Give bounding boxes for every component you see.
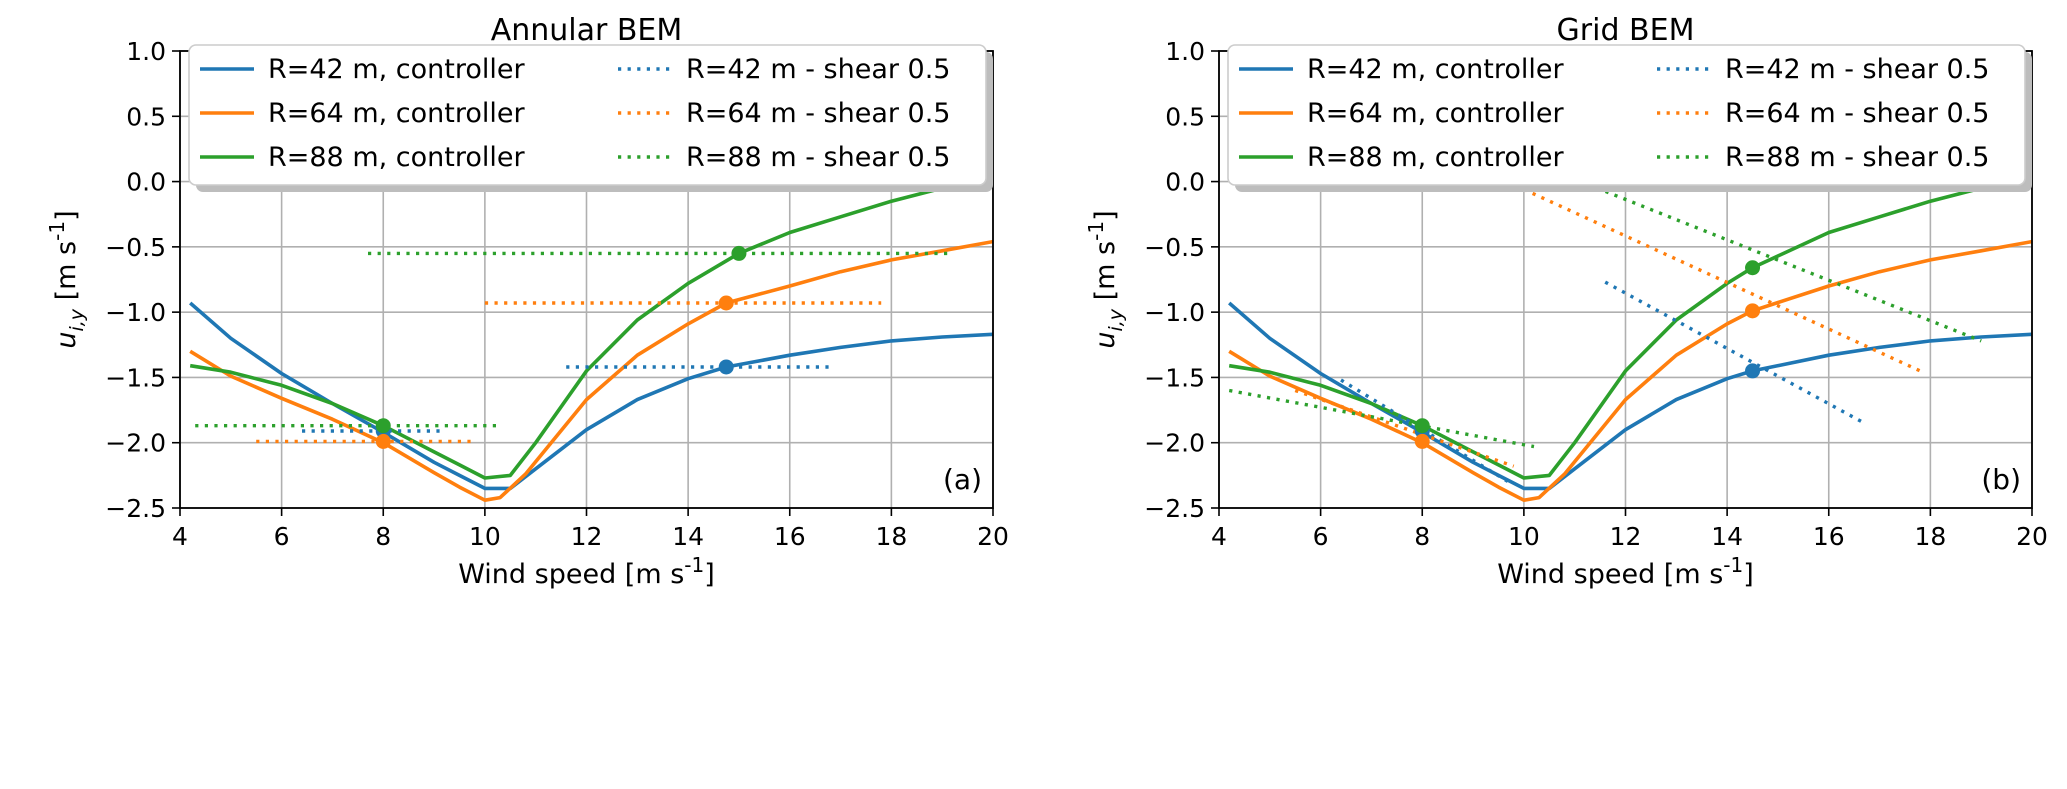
x-tick-label: 18 xyxy=(875,522,907,551)
y-tick-label: −2.0 xyxy=(1144,429,1205,458)
x-axis-label-main: Wind speed [m s xyxy=(458,559,684,590)
y-axis-label-symbol: u xyxy=(51,332,82,349)
legend-box xyxy=(1227,44,2026,186)
data-marker-2 xyxy=(375,418,391,434)
legend-label: R=42 m, controller xyxy=(268,54,525,85)
legend-label: R=42 m - shear 0.5 xyxy=(686,54,951,85)
data-marker-3 xyxy=(718,359,734,375)
y-axis-label-exponent: -1 xyxy=(45,221,69,241)
y-tick-label: −1.5 xyxy=(1144,363,1205,392)
x-tick-label: 18 xyxy=(1914,522,1946,551)
x-tick-label: 10 xyxy=(469,522,501,551)
y-axis-label-subscript: i,y xyxy=(1105,308,1127,331)
y-axis-label-units: [m s xyxy=(1090,241,1121,309)
y-tick-label: −1.0 xyxy=(1144,298,1205,327)
data-marker-5 xyxy=(1745,260,1761,276)
legend-box xyxy=(188,44,987,186)
data-marker-1 xyxy=(375,433,391,449)
y-axis-label-close: ] xyxy=(51,210,82,221)
series-line-shear-5 xyxy=(1228,388,1535,449)
y-axis-label-symbol: u xyxy=(1090,332,1121,349)
series-line-shear-4 xyxy=(1294,388,1515,468)
chart-title: Annular BEM xyxy=(491,13,683,48)
data-marker-1 xyxy=(1414,433,1430,449)
y-axis-label: ui,y [m s-1] xyxy=(1084,210,1127,348)
x-tick-label: 20 xyxy=(2016,522,2048,551)
y-tick-label: 0.5 xyxy=(1165,102,1205,131)
y-axis-label: ui,y [m s-1] xyxy=(45,210,88,348)
y-tick-label: −2.5 xyxy=(1144,494,1205,523)
legend-label: R=42 m, controller xyxy=(1307,54,1564,85)
data-marker-2 xyxy=(1414,418,1430,434)
x-tick-label: 16 xyxy=(1813,522,1845,551)
x-axis-label: Wind speed [m s-1] xyxy=(458,553,715,590)
series-line-controller-2 xyxy=(189,177,993,480)
x-axis-label-exponent: -1 xyxy=(1723,553,1743,577)
x-tick-label: 12 xyxy=(1610,522,1642,551)
legend-label: R=88 m - shear 0.5 xyxy=(1725,142,1990,173)
x-tick-label: 4 xyxy=(172,522,188,551)
x-axis-label-close: ] xyxy=(704,559,715,590)
x-axis-label-close: ] xyxy=(1743,559,1754,590)
chart-title: Grid BEM xyxy=(1557,13,1695,48)
series-line-controller-1 xyxy=(189,239,993,503)
legend-label: R=42 m - shear 0.5 xyxy=(1725,54,1990,85)
y-tick-label: −0.5 xyxy=(1144,233,1205,262)
x-tick-label: 14 xyxy=(1711,522,1743,551)
y-axis-label-units: [m s xyxy=(51,241,82,309)
y-tick-label: −1.0 xyxy=(105,298,166,327)
x-tick-label: 10 xyxy=(1508,522,1540,551)
x-tick-label: 6 xyxy=(274,522,290,551)
x-axis-label-exponent: -1 xyxy=(684,553,704,577)
x-tick-label: 20 xyxy=(977,522,1009,551)
x-tick-label: 4 xyxy=(1211,522,1227,551)
legend-label: R=88 m, controller xyxy=(1307,142,1564,173)
legend: R=42 m, controller R=64 m, controller R=88… xyxy=(188,44,993,192)
y-tick-label: 0.0 xyxy=(126,168,166,197)
legend-label: R=64 m, controller xyxy=(1307,98,1564,129)
series-line-controller-2 xyxy=(1228,177,2032,480)
y-tick-label: −1.5 xyxy=(105,363,166,392)
y-axis-label-subscript: i,y xyxy=(66,308,88,331)
data-marker-3 xyxy=(1745,363,1761,379)
legend-label: R=64 m - shear 0.5 xyxy=(1725,98,1990,129)
y-tick-label: 0.5 xyxy=(126,102,166,131)
y-axis-label-exponent: -1 xyxy=(1084,221,1108,241)
y-tick-label: −0.5 xyxy=(105,233,166,262)
data-marker-5 xyxy=(731,245,747,261)
data-marker-4 xyxy=(718,295,734,311)
x-axis-label-main: Wind speed [m s xyxy=(1497,559,1723,590)
legend: R=42 m, controller R=64 m, controller R=88… xyxy=(1227,44,2032,192)
plot-area xyxy=(1228,147,2032,503)
legend-label: R=64 m - shear 0.5 xyxy=(686,98,951,129)
panel-label: (b) xyxy=(1981,463,2021,496)
panel-label: (a) xyxy=(943,463,982,496)
y-tick-label: −2.0 xyxy=(105,429,166,458)
series-line-shear-3 xyxy=(1604,280,1866,425)
legend-label: R=64 m, controller xyxy=(268,98,525,129)
series-line-controller-1 xyxy=(1228,239,2032,503)
data-marker-4 xyxy=(1745,303,1761,319)
x-tick-label: 8 xyxy=(375,522,391,551)
plot-area xyxy=(189,177,993,503)
x-tick-label: 14 xyxy=(672,522,704,551)
y-tick-label: −2.5 xyxy=(105,494,166,523)
x-tick-label: 12 xyxy=(571,522,603,551)
y-tick-label: 0.0 xyxy=(1165,168,1205,197)
x-tick-label: 8 xyxy=(1414,522,1430,551)
legend-label: R=88 m - shear 0.5 xyxy=(686,142,951,173)
y-tick-label: 1.0 xyxy=(1165,37,1205,66)
chart-panel-a: 4 6 8 10 12 14 16 18 20 −2.5 −2.0 −1.5 −1.0 −0.5 0.0 0.… xyxy=(45,13,1009,590)
x-tick-label: 16 xyxy=(774,522,806,551)
y-axis-label-close: ] xyxy=(1090,210,1121,221)
chart-panel-b: 4 6 8 10 12 14 16 18 20 −2.5 −2.0 −1.5 −1.0 −0.5 0.0 0.… xyxy=(1084,13,2048,590)
x-axis-label: Wind speed [m s-1] xyxy=(1497,553,1754,590)
legend-label: R=88 m, controller xyxy=(268,142,525,173)
x-tick-label: 6 xyxy=(1313,522,1329,551)
y-tick-label: 1.0 xyxy=(126,37,166,66)
